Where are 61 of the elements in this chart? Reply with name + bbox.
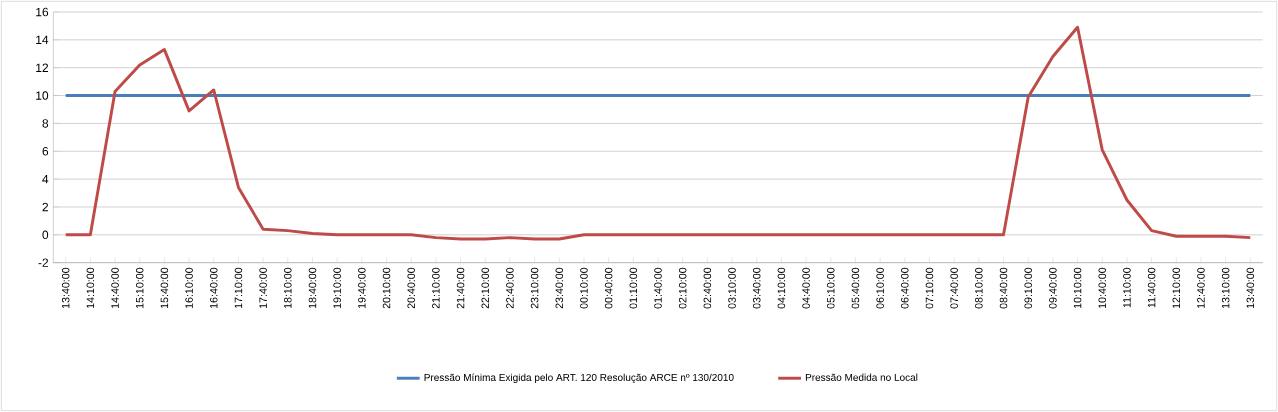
y-tick-label: 12 xyxy=(36,63,49,72)
x-tick-label: 06:40:00 xyxy=(901,267,909,309)
y-tick-label: 14 xyxy=(36,35,49,44)
x-tick-label: 02:40:00 xyxy=(703,267,712,309)
x-tick-label: 20:10:00 xyxy=(382,267,391,309)
x-tick-label: 10:10:00 xyxy=(1073,267,1082,309)
x-tick-label: 17:40:00 xyxy=(259,267,267,309)
y-tick-label: 0 xyxy=(42,230,49,240)
x-tick-label: 13:40:00 xyxy=(61,267,70,309)
x-tick-label: 02:10:00 xyxy=(678,267,687,309)
x-tick-label: 23:40:00 xyxy=(555,267,564,309)
x-tick-label: 16:10:00 xyxy=(185,267,193,309)
x-tick-label: 00:40:00 xyxy=(604,267,613,309)
x-tick-label: 05:10:00 xyxy=(826,267,835,309)
x-tick-label: 19:10:00 xyxy=(333,267,341,309)
legend-label: Pressão Medida no Local xyxy=(805,373,918,381)
x-tick-label: 21:40:00 xyxy=(456,267,465,309)
x-tick-label: 23:10:00 xyxy=(530,267,539,309)
x-tick-label: 12:40:00 xyxy=(1197,267,1205,309)
x-tick-label: 10:40:00 xyxy=(1098,267,1107,309)
x-tick-label: 04:10:00 xyxy=(777,267,786,309)
x-tick-label: 04:40:00 xyxy=(802,267,810,309)
y-tick-label: 4 xyxy=(42,174,49,184)
y-tick-label: 16 xyxy=(36,7,49,17)
x-tick-label: 14:10:00 xyxy=(86,267,95,309)
x-tick-label: 03:40:00 xyxy=(752,267,761,309)
y-tick-label: 8 xyxy=(42,119,49,128)
x-tick-label: 22:40:00 xyxy=(506,267,514,309)
x-tick-label: 07:10:00 xyxy=(925,267,934,309)
x-tick-label: 22:10:00 xyxy=(481,267,490,309)
y-tick-label: 2 xyxy=(42,202,49,212)
x-tick-label: 09:10:00 xyxy=(1024,267,1032,309)
x-tick-label: 17:10:00 xyxy=(234,267,243,309)
x-tick-label: 03:10:00 xyxy=(728,267,736,309)
x-tick-label: 21:10:00 xyxy=(432,267,440,309)
x-tick-label: 01:40:00 xyxy=(654,267,662,309)
x-tick-label: 01:10:00 xyxy=(629,267,638,309)
x-tick-label: 18:40:00 xyxy=(308,267,317,309)
y-tick-label: -2 xyxy=(38,258,49,267)
y-tick-label: 6 xyxy=(42,147,49,156)
x-tick-label: 13:10:00 xyxy=(1221,267,1230,309)
y-tick-label: 10 xyxy=(36,91,49,100)
x-tick-label: 00:10:00 xyxy=(580,267,588,309)
x-tick-label: 06:10:00 xyxy=(876,267,884,309)
x-tick-label: 08:40:00 xyxy=(999,267,1008,309)
x-tick-label: 15:40:00 xyxy=(160,267,169,309)
legend-label: Pressão Mínima Exigida pelo ART. 120 Resolução ARCE nº 130/2010 xyxy=(424,373,734,384)
x-tick-label: 09:40:00 xyxy=(1049,267,1057,309)
x-tick-label: 14:40:00 xyxy=(111,267,119,309)
x-tick-label: 13:40:00 xyxy=(1246,267,1255,309)
x-tick-label: 08:10:00 xyxy=(975,267,983,309)
x-tick-label: 16:40:00 xyxy=(209,267,218,309)
x-tick-label: 12:10:00 xyxy=(1172,267,1181,309)
x-tick-label: 07:40:00 xyxy=(950,267,958,309)
x-tick-label: 19:40:00 xyxy=(358,267,366,309)
x-tick-label: 20:40:00 xyxy=(407,267,415,309)
x-tick-label: 11:40:00 xyxy=(1147,267,1156,308)
x-tick-label: 11:10:00 xyxy=(1123,267,1131,308)
x-tick-label: 05:40:00 xyxy=(851,267,860,309)
x-tick-label: 15:10:00 xyxy=(135,267,144,309)
x-tick-label: 18:10:00 xyxy=(284,267,292,309)
